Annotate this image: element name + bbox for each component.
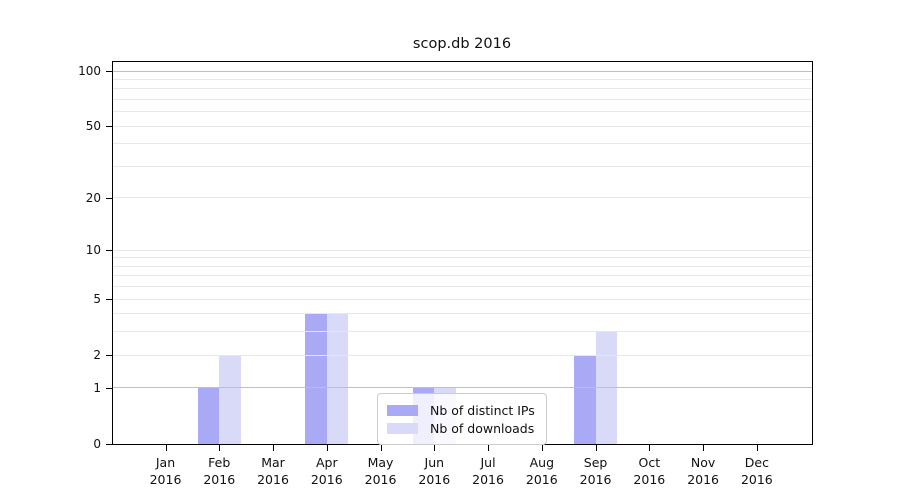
legend-swatch (387, 404, 418, 416)
x-tick-label-line: Jul (480, 455, 496, 470)
y-tick-mark (106, 126, 112, 128)
legend-label: Nb of downloads (430, 420, 535, 436)
x-tick-label: May 2016 (351, 454, 411, 488)
minor-gridline (113, 265, 812, 267)
bar-distinct-ips (305, 313, 327, 444)
x-tick-label-line: Feb (208, 455, 231, 470)
x-tick-label-line: 2016 (740, 472, 773, 487)
x-tick-label-line: 2016 (579, 472, 612, 487)
x-tick-label: Oct 2016 (619, 454, 679, 488)
x-tick-label-line: 2016 (310, 472, 343, 487)
x-tick-label-line: Jun (424, 455, 445, 470)
minor-gridline (113, 197, 812, 199)
x-tick-mark (434, 445, 436, 451)
legend-entry: Nb of downloads (387, 420, 537, 436)
y-tick-label: 0 (93, 437, 101, 451)
x-tick-label-line: Nov (690, 455, 716, 470)
minor-gridline (113, 98, 812, 100)
x-tick-label-line: 2016 (525, 472, 558, 487)
x-tick-label: Aug 2016 (512, 454, 572, 488)
y-tick-label: 10 (85, 243, 101, 258)
x-tick-label-line: 2016 (418, 472, 451, 487)
x-tick-label: Jul 2016 (458, 454, 518, 488)
minor-gridline (113, 354, 812, 356)
x-tick-label-line: Oct (638, 455, 661, 470)
x-tick-label-line: Aug (529, 455, 555, 470)
minor-gridline (113, 111, 812, 113)
x-tick-label: Mar 2016 (243, 454, 303, 488)
minor-gridline (113, 298, 812, 300)
minor-gridline (113, 313, 812, 315)
y-tick-mark (106, 355, 112, 357)
y-tick-mark (106, 444, 112, 445)
x-tick-label: Feb 2016 (189, 454, 249, 488)
x-tick-mark (756, 445, 758, 451)
x-tick-label-line: 2016 (364, 472, 397, 487)
x-tick-label-line: 2016 (203, 472, 236, 487)
x-tick-label-line: 2016 (633, 472, 666, 487)
x-tick-mark (703, 445, 705, 451)
minor-gridline (113, 286, 812, 288)
y-tick-mark (106, 71, 112, 72)
y-tick-mark (106, 299, 112, 301)
x-tick-label: Sep 2016 (566, 454, 626, 488)
minor-gridline (113, 78, 812, 80)
x-tick-label: Jun 2016 (404, 454, 464, 488)
x-tick-label: Jan 2016 (136, 454, 196, 488)
x-tick-mark (595, 445, 597, 451)
bar-distinct-ips (197, 387, 220, 444)
x-tick-label-line: Apr (315, 455, 338, 470)
minor-gridline (113, 257, 812, 259)
y-tick-mark (106, 197, 112, 199)
minor-gridline (113, 125, 812, 127)
x-tick-label-line: Mar (261, 455, 285, 470)
x-tick-label-line: 2016 (257, 472, 289, 487)
x-tick-mark (649, 445, 651, 451)
x-tick-label-line: 2016 (687, 472, 719, 487)
x-tick-mark (488, 445, 490, 451)
x-tick-label: Apr 2016 (297, 454, 357, 488)
minor-gridline (113, 331, 812, 333)
bar-downloads (219, 355, 241, 444)
x-tick-mark (326, 445, 328, 451)
x-tick-label: Dec 2016 (727, 454, 787, 488)
y-tick-label: 2 (93, 348, 101, 363)
x-tick-label-line: May (367, 455, 394, 470)
y-tick-label: 20 (85, 190, 101, 205)
x-tick-label: Nov 2016 (673, 454, 733, 488)
y-tick-label: 50 (85, 119, 101, 134)
y-tick-label: 5 (93, 292, 101, 307)
x-tick-mark (380, 445, 382, 451)
y-tick-label: 100 (78, 64, 101, 78)
x-tick-label-line: Dec (744, 455, 769, 470)
y-tick-mark (106, 250, 112, 252)
minor-gridline (113, 143, 812, 145)
legend: Nb of distinct IPs Nb of downloads (377, 393, 547, 445)
major-gridline (113, 70, 812, 72)
bar-downloads (326, 313, 349, 444)
x-tick-mark (273, 445, 275, 451)
y-tick-label: 1 (93, 380, 101, 395)
y-tick-mark (106, 387, 112, 389)
x-tick-mark (219, 445, 221, 451)
minor-gridline (113, 275, 812, 277)
bar-downloads (595, 331, 618, 444)
plot-area (112, 61, 813, 445)
x-tick-label-line: 2016 (472, 472, 504, 487)
legend-label: Nb of distinct IPs (430, 402, 535, 418)
minor-gridline (113, 165, 812, 167)
x-tick-label-line: Jan (155, 455, 176, 470)
minor-gridline (113, 88, 812, 90)
chart-title: scop.db 2016 (412, 36, 512, 52)
minor-gridline (113, 249, 812, 251)
bar-distinct-ips (574, 355, 596, 444)
x-tick-mark (165, 445, 167, 451)
legend-swatch (387, 422, 418, 434)
x-tick-mark (541, 445, 543, 451)
x-tick-label-line: 2016 (149, 472, 182, 487)
legend-entry: Nb of distinct IPs (387, 402, 537, 418)
x-tick-label-line: Sep (583, 455, 608, 470)
